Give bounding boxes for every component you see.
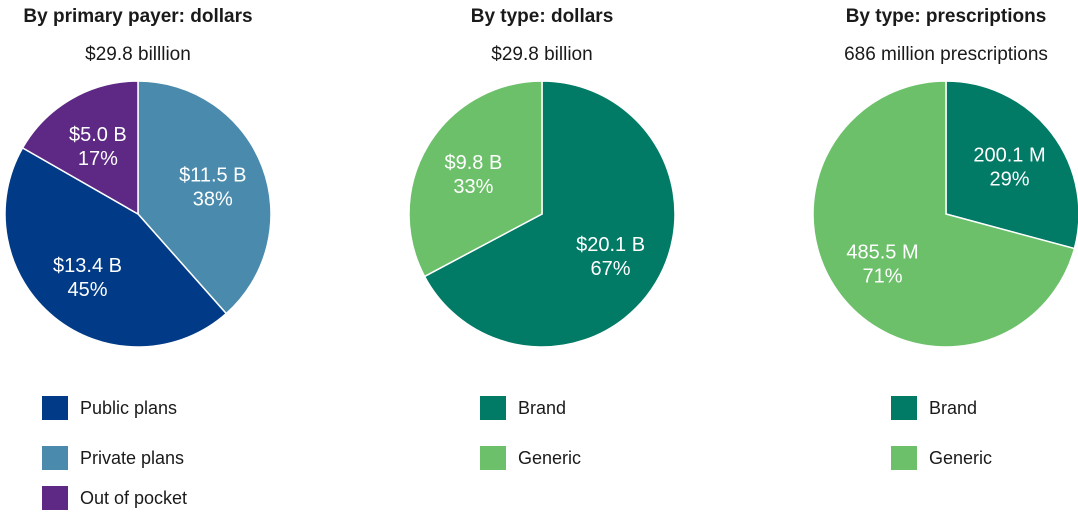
legend-label: Private plans	[80, 448, 185, 468]
legend-label: Generic	[518, 448, 582, 468]
legend-swatch	[42, 396, 68, 420]
slice-data-label: $13.4 B 45%	[53, 255, 122, 301]
slice-data-label: 200.1 M 29%	[973, 144, 1045, 190]
slice-data-label: $11.5 B 38%	[179, 165, 246, 211]
pie-slice-out-of-pocket	[21, 80, 139, 216]
pie-slice-generic	[408, 80, 543, 278]
chart-title: By type: prescriptions	[845, 6, 1047, 27]
legend-label: Brand	[518, 398, 567, 418]
chart-panel-payer: By primary payer: dollars $29.8 billlion…	[0, 0, 288, 518]
legend-label: Brand	[929, 398, 978, 418]
pie-chart-type-prescriptions: 200.1 M 29% 485.5 M 71%	[812, 80, 1078, 348]
pie-chart-payer: $11.5 B 38% $13.4 B 45% $5.0 B 17%	[4, 80, 272, 348]
slice-data-label: $5.0 B 17%	[69, 124, 127, 170]
legend-swatch	[42, 486, 68, 510]
chart-subtitle: 686 million prescriptions	[844, 44, 1048, 65]
slice-data-label: $20.1 B 67%	[576, 234, 645, 280]
pie-chart-type-dollars: $20.1 B 67% $9.8 B 33%	[408, 80, 676, 348]
legend-swatch	[42, 446, 68, 470]
legend-swatch	[480, 446, 506, 470]
legend-label: Out of pocket	[80, 488, 188, 508]
pie-slice-public-plans	[4, 146, 228, 348]
pie-slice-brand	[423, 80, 676, 348]
chart-title: By type: dollars	[470, 6, 614, 27]
chart-subtitle: $29.8 billlion	[85, 44, 191, 65]
chart-title: By primary payer: dollars	[23, 6, 253, 27]
pie-slice-brand	[945, 80, 1078, 250]
chart-panel-type-prescriptions: By type: prescriptions 686 million presc…	[796, 0, 1078, 518]
legend-label: Generic	[929, 448, 993, 468]
legend-label: Public plans	[80, 398, 178, 418]
slice-data-label: $9.8 B 33%	[445, 152, 503, 198]
chart-subtitle: $29.8 billion	[491, 44, 593, 65]
pie-slice-private-plans	[137, 80, 272, 315]
pie-slice-generic	[812, 80, 1076, 348]
legend-swatch	[891, 396, 917, 420]
slice-data-label: 485.5 M 71%	[846, 242, 918, 288]
legend-swatch	[480, 396, 506, 420]
chart-panel-type-dollars: By type: dollars $29.8 billion $20.1 B 67…	[392, 0, 692, 518]
legend-swatch	[891, 446, 917, 470]
